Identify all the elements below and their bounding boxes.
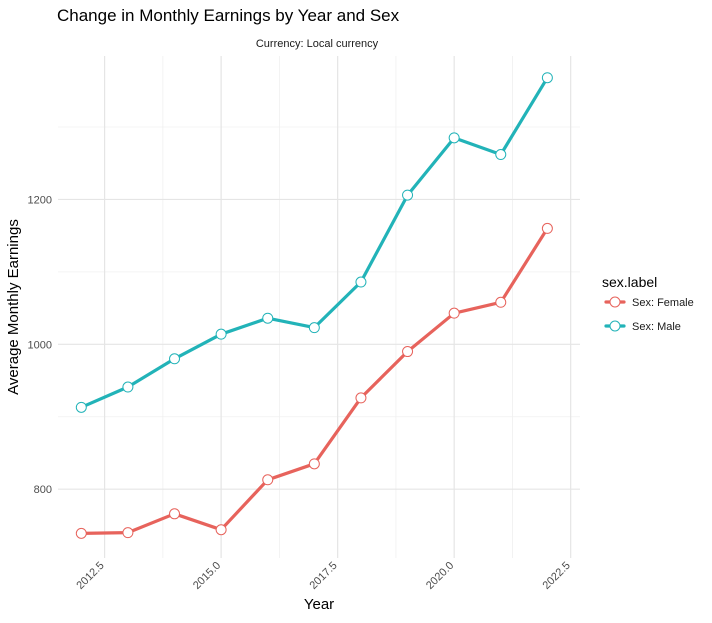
legend-items: Sex: Female Sex: Male bbox=[604, 296, 694, 333]
legend: sex.label Sex: Female Sex: Male bbox=[602, 274, 694, 333]
data-point-sex-male bbox=[402, 189, 414, 201]
data-point-sex-female bbox=[308, 458, 320, 470]
data-point-sex-male bbox=[541, 72, 553, 84]
data-point-sex-male bbox=[495, 149, 507, 161]
chart-title: Change in Monthly Earnings by Year and S… bbox=[57, 6, 400, 25]
data-point-sex-male bbox=[169, 353, 181, 365]
data-point-sex-female bbox=[122, 527, 134, 539]
data-point-sex-male bbox=[448, 132, 460, 144]
y-axis-label: Average Monthly Earnings bbox=[5, 219, 22, 395]
data-point-sex-female bbox=[541, 222, 553, 234]
legend-title: sex.label bbox=[602, 274, 657, 290]
legend-key-point bbox=[609, 320, 621, 332]
y-tick-label: 1000 bbox=[28, 339, 52, 351]
data-point-sex-female bbox=[169, 508, 181, 520]
chart-subtitle: Currency: Local currency bbox=[256, 38, 379, 50]
data-point-sex-male bbox=[122, 381, 134, 393]
data-point-sex-female bbox=[448, 307, 460, 319]
data-point-sex-female bbox=[215, 524, 227, 536]
data-point-sex-male bbox=[215, 328, 227, 340]
x-axis-label: Year bbox=[304, 596, 334, 613]
y-tick-label: 1200 bbox=[28, 194, 52, 206]
data-point-sex-female bbox=[402, 346, 414, 358]
data-point-sex-female bbox=[75, 527, 87, 539]
legend-label: Sex: Female bbox=[632, 297, 694, 309]
data-point-sex-female bbox=[262, 474, 274, 486]
data-point-sex-male bbox=[262, 312, 274, 324]
data-point-sex-female bbox=[355, 392, 367, 404]
data-point-sex-female bbox=[495, 296, 507, 308]
legend-label: Sex: Male bbox=[632, 321, 681, 333]
y-tick-label: 800 bbox=[34, 484, 52, 496]
series-lines bbox=[75, 72, 553, 539]
legend-key-point bbox=[609, 296, 621, 308]
data-point-sex-male bbox=[308, 322, 320, 334]
data-point-sex-male bbox=[75, 401, 87, 413]
data-point-sex-male bbox=[355, 276, 367, 288]
